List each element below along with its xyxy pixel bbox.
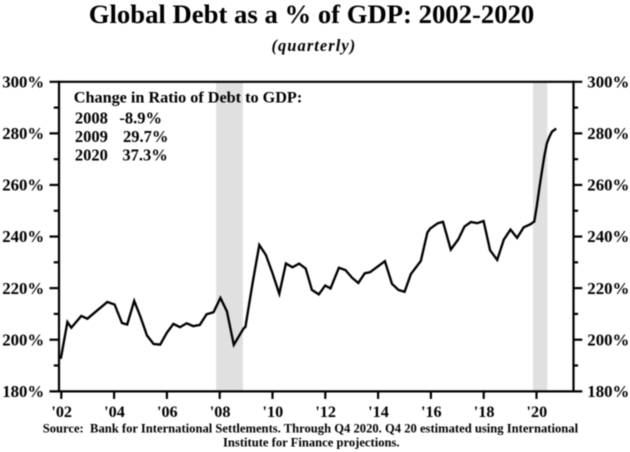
svg-text:Change in Ratio of Debt to GDP: Change in Ratio of Debt to GDP: xyxy=(74,89,302,107)
svg-text:'12: '12 xyxy=(315,403,336,421)
svg-text:Source: Bank for Internationa: Source: Bank for International Settlemen… xyxy=(43,421,579,435)
svg-text:260%: 260% xyxy=(587,176,629,195)
svg-text:'20: '20 xyxy=(527,403,548,421)
svg-text:37.3%: 37.3% xyxy=(122,145,167,164)
svg-text:'14: '14 xyxy=(368,403,389,421)
svg-text:'08: '08 xyxy=(210,403,231,421)
svg-text:(quarterly): (quarterly) xyxy=(271,36,356,55)
svg-text:280%: 280% xyxy=(587,124,629,143)
svg-text:220%: 220% xyxy=(587,279,629,298)
svg-text:2020: 2020 xyxy=(75,145,108,164)
svg-text:'02: '02 xyxy=(51,403,72,421)
svg-text:180%: 180% xyxy=(587,382,629,401)
svg-text:'06: '06 xyxy=(157,403,178,421)
svg-text:280%: 280% xyxy=(2,124,44,143)
svg-text:220%: 220% xyxy=(2,279,44,298)
svg-text:Institute for Finance projecti: Institute for Finance projections. xyxy=(223,436,400,450)
svg-text:'04: '04 xyxy=(104,403,125,421)
svg-text:260%: 260% xyxy=(2,176,44,195)
svg-text:'16: '16 xyxy=(421,403,442,421)
svg-text:180%: 180% xyxy=(2,382,44,401)
svg-text:'10: '10 xyxy=(263,403,284,421)
svg-text:2009: 2009 xyxy=(75,127,108,146)
svg-text:'18: '18 xyxy=(474,403,495,421)
svg-text:200%: 200% xyxy=(587,330,629,349)
svg-text:2008: 2008 xyxy=(75,109,108,128)
svg-text:300%: 300% xyxy=(2,73,44,92)
svg-text:240%: 240% xyxy=(587,227,629,246)
svg-text:Global Debt as a % of GDP: 200: Global Debt as a % of GDP: 2002-2020 xyxy=(89,0,535,29)
svg-text:-8.9%: -8.9% xyxy=(119,109,162,128)
svg-text:300%: 300% xyxy=(587,73,629,92)
svg-text:29.7%: 29.7% xyxy=(123,127,168,146)
svg-text:200%: 200% xyxy=(2,330,44,349)
svg-text:240%: 240% xyxy=(2,227,44,246)
